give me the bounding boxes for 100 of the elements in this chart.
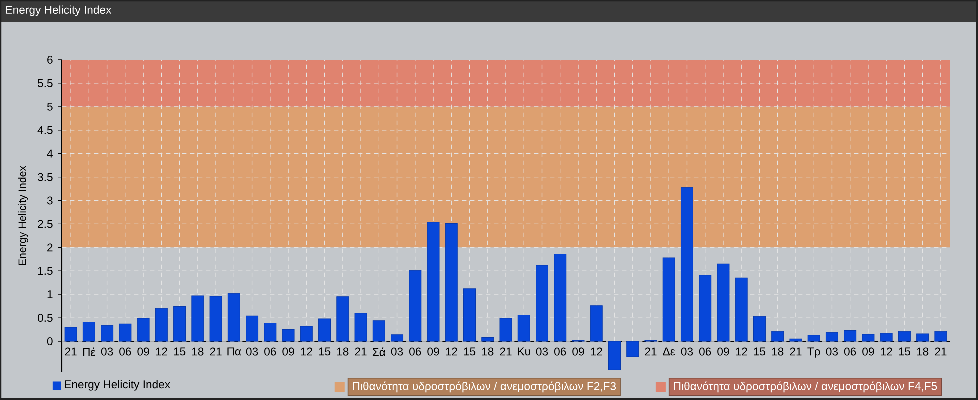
x-tick-label: 06	[264, 348, 276, 356]
bar	[427, 222, 440, 342]
y-tick-label: 4	[47, 150, 53, 158]
bar	[192, 296, 204, 342]
bar	[898, 331, 911, 342]
bar	[662, 258, 676, 342]
x-tick-label: 09	[572, 348, 584, 356]
bar	[464, 288, 476, 342]
y-tick-label: 5	[47, 102, 53, 111]
y-tick-label: 5.5	[38, 79, 53, 88]
bar	[518, 314, 530, 342]
bar	[174, 306, 186, 342]
x-tick-label: 21	[935, 348, 947, 356]
bar	[282, 330, 295, 342]
bar	[391, 334, 404, 342]
x-tick-label: 15	[174, 348, 186, 356]
x-tick-label: 12	[591, 348, 602, 356]
bar	[318, 318, 332, 342]
bar	[808, 335, 820, 342]
x-tick-label: 21	[355, 348, 367, 356]
bar	[880, 333, 893, 342]
y-tick-label: 4.5	[38, 126, 53, 134]
y-tick-label: 3	[47, 196, 53, 205]
x-tick-label: Δε	[663, 348, 676, 356]
x-tick-label: 09	[718, 348, 730, 356]
x-tick-label: 18	[192, 348, 204, 356]
x-tick-label: Πέ	[83, 348, 96, 356]
x-tick-label: 15	[754, 348, 766, 356]
bar	[336, 296, 350, 342]
x-tick-label: 12	[736, 348, 748, 356]
x-tick-label: 15	[319, 348, 331, 356]
x-tick-label: 21	[790, 348, 802, 356]
y-tick-label: 2.5	[38, 220, 53, 228]
x-tick-label: 21	[645, 348, 657, 356]
bar	[699, 275, 712, 342]
y-tick-label: 0.5	[38, 314, 53, 322]
bar	[772, 331, 784, 342]
x-tick-label: 06	[554, 348, 566, 356]
bar	[916, 334, 930, 342]
bar	[554, 254, 567, 342]
x-tick-label: 03	[826, 348, 838, 356]
x-tick-label: 21	[210, 348, 222, 356]
bar	[354, 313, 368, 342]
bar	[300, 326, 313, 342]
bar	[844, 330, 857, 342]
bar	[826, 332, 838, 342]
x-tick-label: 18	[917, 348, 929, 356]
x-tick-label: 09	[428, 348, 440, 356]
x-tick-label: 09	[138, 348, 150, 356]
x-tick-label: 09	[282, 348, 294, 356]
bar	[210, 296, 222, 342]
bar	[590, 306, 603, 342]
x-tick-label: 21	[65, 348, 77, 356]
bar	[409, 270, 422, 342]
y-tick-label: 1	[48, 290, 53, 298]
chart-title: Energy Helicity Index	[6, 6, 112, 16]
y-tick-label: 3.5	[38, 173, 53, 182]
bar	[735, 278, 748, 342]
bar	[101, 325, 114, 342]
bar	[790, 338, 802, 342]
bar	[536, 265, 548, 342]
x-tick-label: 18	[772, 348, 784, 356]
bar	[717, 264, 730, 342]
bar	[445, 223, 458, 342]
y-tick-label: 1.5	[38, 267, 53, 276]
bar	[137, 318, 150, 342]
legend-label: Energy Helicity Index	[65, 380, 170, 391]
bar	[246, 316, 259, 342]
x-tick-label: 15	[464, 348, 476, 356]
x-tick-label: 12	[156, 348, 168, 356]
x-tick-label: 06	[699, 348, 712, 356]
bar	[862, 334, 875, 342]
y-tick-label: 0	[47, 338, 53, 346]
bar	[64, 327, 78, 342]
x-tick-label: 06	[120, 348, 132, 356]
y-axis-title: Energy Helicity Index	[18, 166, 28, 266]
x-tick-label: 12	[881, 348, 892, 356]
x-tick-label: Πα	[228, 348, 242, 356]
x-tick-label: 21	[500, 348, 512, 356]
x-tick-label: 03	[391, 348, 404, 356]
x-tick-label: 03	[101, 348, 114, 356]
bar	[626, 341, 640, 358]
bar	[119, 324, 132, 342]
x-tick-label: 18	[482, 348, 494, 356]
x-tick-label: 18	[337, 348, 349, 356]
bar	[934, 331, 948, 342]
y-tick-label: 6	[48, 56, 53, 64]
x-tick-label: 12	[301, 348, 312, 356]
bar	[500, 318, 512, 342]
x-tick-label: 09	[862, 348, 874, 356]
bar	[228, 293, 240, 342]
legend-label: Πιθανότητα υδροστρόβιλων / ανεμοστρόβιλων F2,F3	[353, 382, 616, 393]
bar	[753, 316, 766, 342]
x-tick-label: Σά	[372, 348, 386, 356]
legend-label: Πιθανότητα υδροστρόβιλων / ανεμοστρόβιλων F4,F5	[674, 382, 938, 393]
x-tick-label: 03	[246, 348, 258, 356]
x-tick-label: 06	[410, 348, 422, 356]
x-tick-label: 06	[844, 348, 856, 356]
bar	[82, 322, 96, 342]
bar	[482, 337, 494, 342]
